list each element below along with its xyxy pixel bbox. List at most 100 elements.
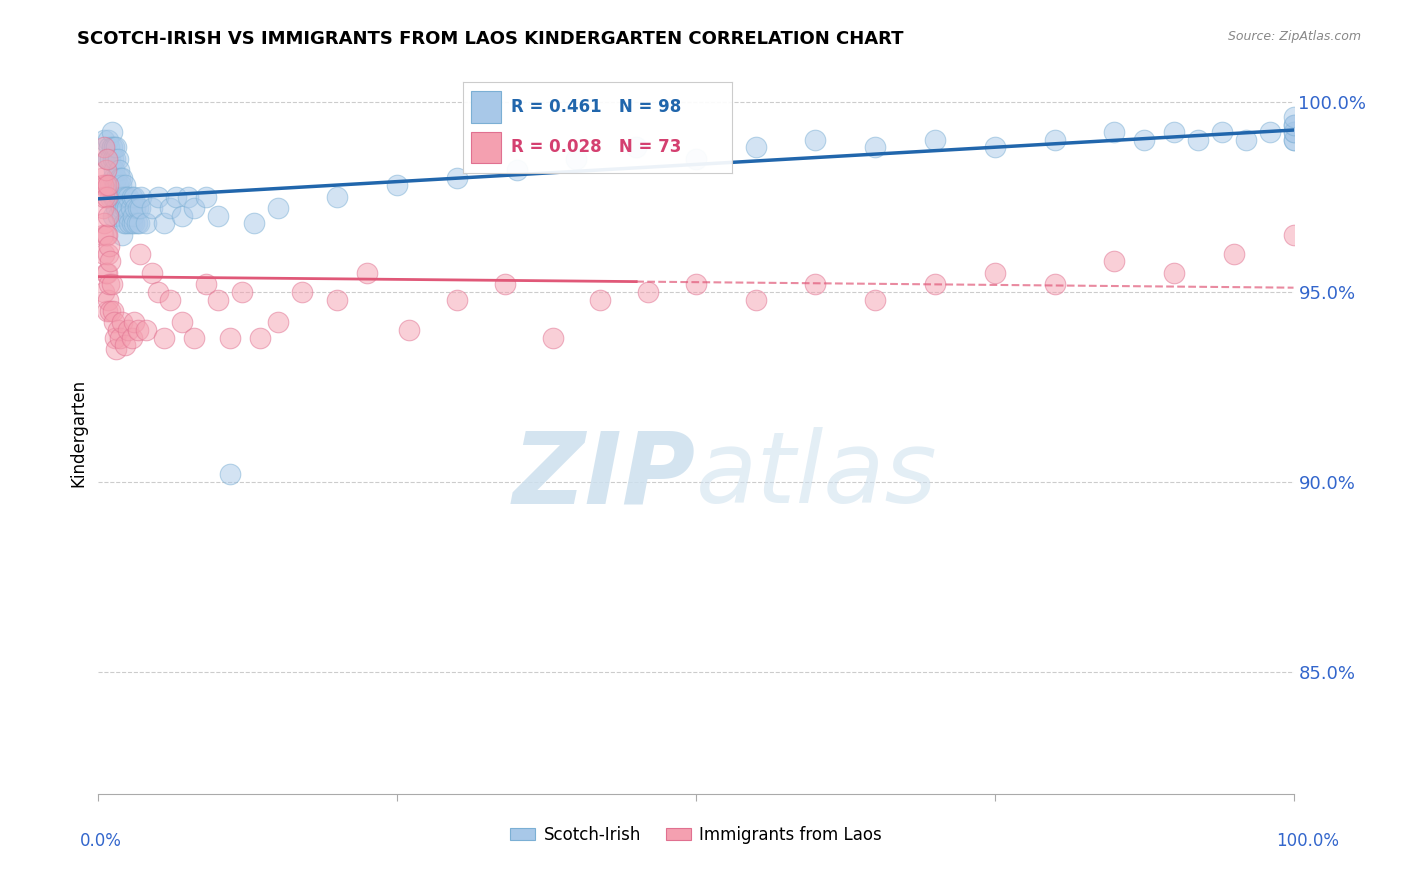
Point [127,201,149,215]
Point [98,277,121,292]
Point [626,140,648,154]
Point [1211,125,1233,139]
Text: ZIP: ZIP [513,427,696,524]
Point [112,217,135,231]
Point [111,227,134,242]
Point [114,338,136,352]
Point [93,190,115,204]
Point [984,140,1007,154]
Legend: Scotch-Irish, Immigrants from Laos: Scotch-Irish, Immigrants from Laos [503,819,889,851]
Point [100,140,122,154]
Point [804,133,827,147]
Point [1282,110,1305,124]
Point [107,152,129,166]
Point [101,190,124,204]
Point [118,217,141,231]
Point [129,247,152,261]
Point [291,285,314,299]
Point [1043,277,1066,292]
Point [1258,125,1281,139]
Point [1163,266,1185,280]
Point [159,201,181,215]
Point [103,163,125,178]
Point [107,190,129,204]
Point [153,330,176,344]
Text: SCOTCH-IRISH VS IMMIGRANTS FROM LAOS KINDERGARTEN CORRELATION CHART: SCOTCH-IRISH VS IMMIGRANTS FROM LAOS KIN… [77,30,904,48]
Point [121,190,143,204]
Point [446,170,468,185]
Point [98,152,122,166]
Point [984,266,1007,280]
Point [1104,254,1126,268]
Point [97,293,120,307]
Point [101,209,124,223]
Point [398,323,420,337]
Point [111,170,134,185]
Point [107,323,129,337]
Point [127,323,149,337]
Point [153,217,176,231]
Point [1282,125,1305,139]
Point [249,330,271,344]
Point [91,170,114,185]
Point [637,285,659,299]
Point [172,315,194,329]
Point [111,315,134,329]
Point [219,330,242,344]
Point [745,140,768,154]
Point [506,163,529,178]
Point [924,277,946,292]
Point [165,190,187,204]
Point [1282,133,1305,147]
Point [267,201,290,215]
Point [124,315,146,329]
Point [1234,133,1257,147]
Point [159,293,181,307]
Point [96,304,118,318]
Point [219,467,242,482]
Point [243,217,266,231]
Point [195,277,218,292]
Point [207,209,229,223]
Point [865,140,887,154]
Point [97,209,120,223]
Point [1104,125,1126,139]
Point [1282,118,1305,132]
Point [107,163,129,178]
Point [195,190,218,204]
Point [96,152,118,166]
Point [115,190,138,204]
Point [91,201,114,215]
Point [93,133,115,147]
Point [93,247,115,261]
Point [148,190,170,204]
Point [108,170,131,185]
Point [96,190,118,204]
Point [924,133,946,147]
Point [101,304,124,318]
Point [231,285,253,299]
Point [128,217,150,231]
Point [107,209,129,223]
Point [110,201,132,215]
Point [117,190,139,204]
Text: Source: ZipAtlas.com: Source: ZipAtlas.com [1227,30,1361,44]
Point [1282,133,1305,147]
Point [108,197,131,211]
Point [101,170,124,185]
Point [96,227,118,242]
Point [111,209,134,223]
Point [111,190,134,204]
Point [1223,247,1246,261]
Point [865,293,887,307]
Point [177,190,200,204]
Point [97,133,120,147]
Point [94,178,117,193]
Point [804,277,827,292]
Point [98,178,122,193]
Point [120,201,142,215]
Point [96,152,118,166]
Point [141,201,163,215]
Point [94,163,117,178]
Point [104,330,127,344]
